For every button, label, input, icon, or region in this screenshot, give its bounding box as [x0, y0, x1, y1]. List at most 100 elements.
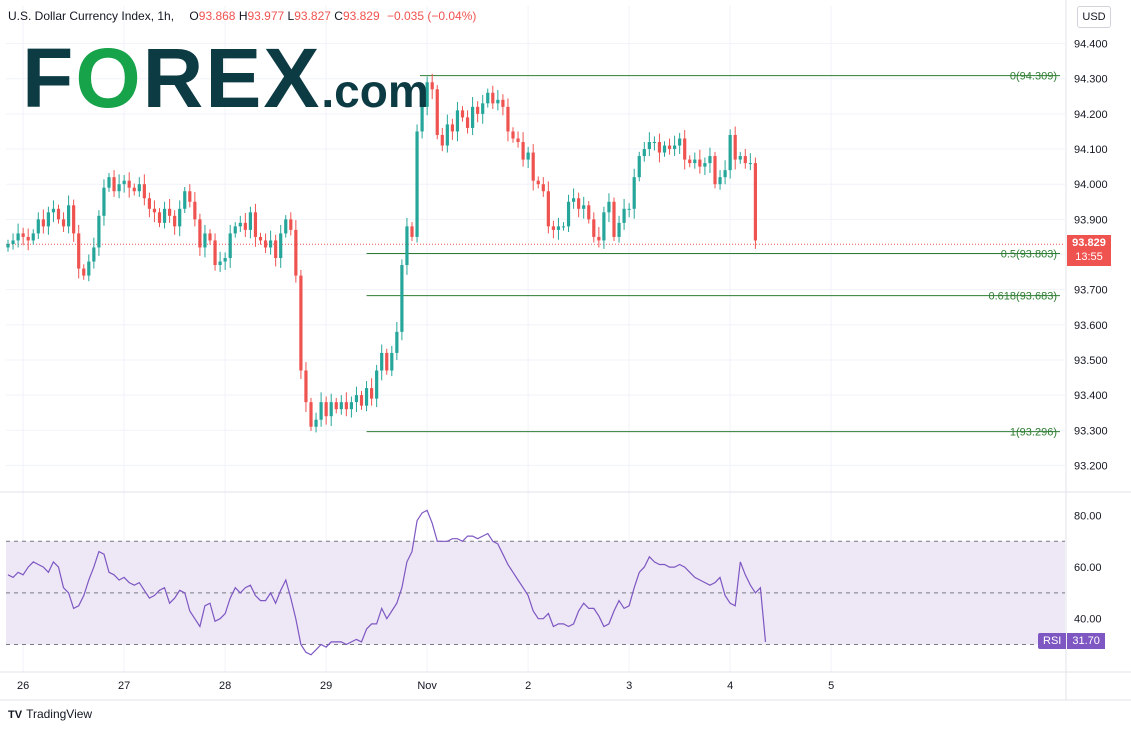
candle-body — [238, 222, 242, 227]
candle-body — [198, 219, 202, 248]
currency-button[interactable]: USD — [1077, 6, 1111, 28]
price-tick-label: 94.100 — [1074, 144, 1108, 156]
candle-body — [708, 156, 712, 164]
time-tick-label: 5 — [828, 680, 834, 692]
candle-body — [445, 124, 449, 146]
candle-body — [385, 352, 389, 371]
symbol-title: U.S. Dollar Currency Index, 1h, — [8, 9, 175, 23]
candle-body — [380, 352, 384, 371]
candle-body — [142, 184, 146, 199]
candle-body — [213, 240, 217, 266]
candle-body — [339, 402, 343, 410]
candle-body — [248, 212, 252, 230]
chart-header: U.S. Dollar Currency Index, 1h, O93.868 … — [8, 9, 476, 23]
candle-body — [253, 212, 258, 237]
candle-body — [566, 201, 571, 227]
candle-body — [561, 226, 566, 228]
candle-body — [127, 180, 131, 188]
candle-body — [592, 219, 596, 237]
price-tick-label: 93.600 — [1074, 320, 1108, 332]
candle-body — [420, 106, 424, 132]
rsi-line — [7, 509, 767, 656]
candle-body — [667, 145, 672, 150]
candle-body — [637, 156, 641, 178]
candle-body — [152, 208, 157, 213]
last-price-tag: 93.829 13:55 — [1067, 235, 1111, 266]
rsi-value-tag: RSI 31.70 — [1038, 633, 1105, 649]
candle-body — [61, 219, 66, 227]
candle-body — [627, 208, 631, 210]
candle-body — [743, 156, 747, 164]
candle-body — [486, 92, 490, 104]
candle-body — [102, 187, 106, 216]
logo-rest: REX — [142, 31, 322, 125]
candle-body — [556, 226, 561, 230]
candle-body — [67, 205, 71, 227]
candle-body — [269, 240, 273, 248]
candle-body — [6, 243, 10, 248]
fib-level-label: 0.5(93.803) — [1001, 248, 1057, 260]
candle-body — [274, 240, 278, 259]
candle-body — [51, 208, 56, 213]
candle-body — [344, 402, 348, 410]
high-value: 93.977 — [247, 9, 285, 23]
candle-body — [723, 170, 727, 178]
time-tick-label: 28 — [219, 680, 231, 692]
candle-body — [536, 180, 540, 185]
candle-body — [92, 247, 96, 262]
candle-body — [147, 198, 151, 209]
logo-suffix: .com — [321, 65, 429, 117]
candle-body — [11, 240, 15, 244]
tradingview-brand[interactable]: TV TradingView — [8, 707, 92, 721]
fib-level-label: 1(93.296) — [1010, 427, 1057, 439]
candle-body — [16, 233, 20, 241]
candle-body — [314, 419, 318, 427]
candle-body — [233, 226, 237, 234]
rsi-tick-label: 40.00 — [1074, 614, 1102, 626]
candle-body — [546, 191, 550, 227]
candle-body — [481, 103, 485, 114]
price-tick-label: 94.300 — [1074, 74, 1108, 86]
rsi-tick-label: 60.00 — [1074, 562, 1102, 574]
candle-body — [26, 236, 30, 241]
candle-body — [289, 219, 293, 230]
fib-level-label: 0.618(93.683) — [989, 291, 1058, 303]
candle-body — [425, 82, 429, 107]
time-tick-label: 2 — [525, 680, 531, 692]
candle-body — [435, 89, 439, 135]
candle-body — [112, 177, 116, 192]
candle-body — [319, 402, 323, 420]
candle-body — [693, 159, 697, 164]
high-label: H — [238, 9, 248, 23]
candle-body — [471, 106, 475, 128]
time-tick-label: 29 — [320, 680, 332, 692]
candle-body — [122, 180, 126, 185]
candle-body — [753, 163, 757, 241]
price-tick-label: 94.400 — [1074, 39, 1108, 51]
candle-body — [36, 219, 40, 234]
candle-body — [334, 402, 338, 410]
candle-body — [572, 198, 576, 202]
candle-body — [652, 142, 656, 144]
candle-body — [370, 388, 374, 399]
candle-body — [263, 240, 268, 248]
candle-body — [309, 402, 313, 427]
candle-body — [460, 110, 465, 118]
candle-body — [178, 208, 182, 227]
candle-body — [258, 236, 263, 241]
candle-body — [218, 261, 222, 266]
candle-body — [587, 205, 591, 220]
candle-body — [713, 156, 717, 185]
bar-countdown: 13:55 — [1075, 251, 1103, 263]
candle-body — [698, 159, 702, 167]
candle-body — [354, 395, 359, 403]
candle-body — [31, 233, 35, 241]
candle-body — [87, 261, 91, 276]
candle-body — [410, 226, 414, 237]
candle-body — [597, 236, 601, 241]
candle-body — [208, 233, 212, 241]
candle-body — [521, 142, 525, 160]
candle-body — [541, 184, 545, 192]
candle-body — [364, 388, 369, 406]
